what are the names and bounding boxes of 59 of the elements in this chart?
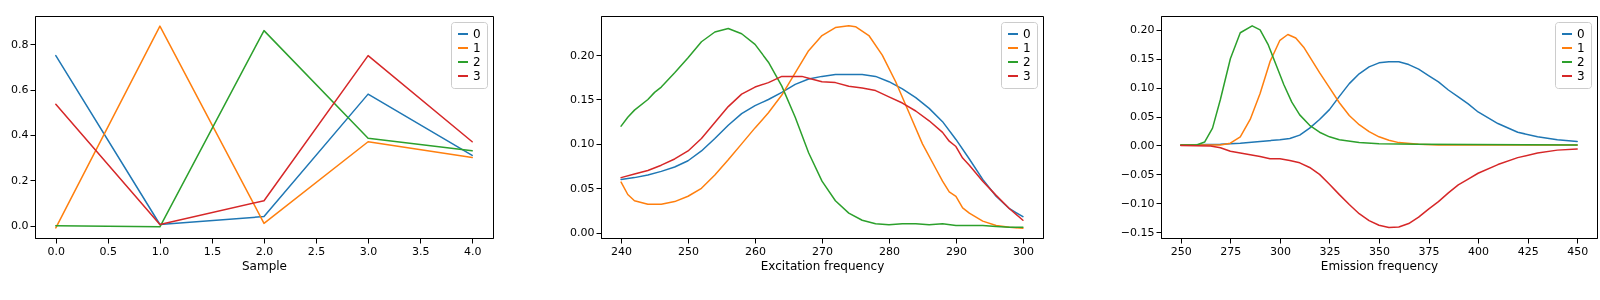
y-tick-label: 0.10 (1130, 81, 1155, 95)
x-tick-label: 300 (1269, 244, 1291, 258)
legend-label: 3 (1023, 69, 1031, 83)
legend-label: 3 (473, 69, 481, 83)
x-axis-title: Sample (242, 258, 287, 273)
y-tick-label: 0.4 (11, 128, 29, 142)
legend-label: 0 (1023, 27, 1031, 41)
x-tick-label: 1.5 (203, 244, 222, 258)
legend-label: 0 (473, 27, 481, 41)
x-tick-label: 250 (678, 244, 700, 258)
legend-label: 0 (1577, 27, 1585, 41)
x-tick-label: 2.0 (255, 244, 274, 258)
x-axis-title: Emission frequency (1320, 258, 1439, 273)
y-tick-label: 0.05 (570, 181, 595, 195)
x-tick-label: 425 (1517, 244, 1539, 258)
y-tick-label: 0.0 (11, 219, 29, 233)
y-tick-label: 0.15 (570, 92, 595, 106)
x-tick-label: 0.5 (99, 244, 118, 258)
y-tick-label: 0.00 (570, 226, 595, 240)
legend-label: 1 (473, 41, 481, 55)
legend-label: 1 (1577, 41, 1585, 55)
x-tick-label: 2.5 (307, 244, 326, 258)
x-tick-label: 290 (945, 244, 967, 258)
x-tick-label: 240 (611, 244, 633, 258)
y-tick-label: −0.15 (1120, 225, 1155, 239)
x-tick-label: 3.0 (359, 244, 378, 258)
x-tick-label: 260 (745, 244, 767, 258)
x-tick-label: 450 (1567, 244, 1589, 258)
x-tick-label: 4.0 (463, 244, 482, 258)
legend-label: 2 (1577, 55, 1585, 69)
legend-label: 1 (1023, 41, 1031, 55)
line-series (1180, 144, 1578, 229)
x-tick-label: 3.5 (411, 244, 430, 258)
x-tick-label: 0.0 (47, 244, 66, 258)
x-tick-label: 400 (1468, 244, 1490, 258)
y-tick-label: 0.00 (1130, 139, 1155, 152)
x-tick-label: 275 (1220, 244, 1242, 258)
x-tick-label: 250 (1170, 244, 1192, 258)
legend-label: 3 (1577, 69, 1585, 83)
x-tick-label: 280 (878, 244, 900, 258)
y-tick-label: 0.8 (11, 37, 29, 51)
y-tick-label: 0.05 (1130, 110, 1155, 124)
x-tick-label: 270 (812, 244, 833, 258)
y-tick-label: 0.15 (1130, 52, 1155, 66)
y-tick-label: 0.20 (1130, 23, 1155, 37)
y-tick-label: 0.10 (570, 137, 595, 151)
x-tick-label: 1.0 (151, 244, 170, 258)
x-tick-label: 300 (1012, 244, 1034, 258)
y-tick-label: 0.20 (570, 48, 595, 62)
y-tick-label: 0.2 (11, 173, 29, 187)
legend-label: 2 (1023, 55, 1031, 69)
x-tick-label: 350 (1369, 244, 1390, 258)
legend-label: 2 (473, 55, 481, 69)
x-axis-title: Excitation frequency (760, 258, 885, 273)
x-tick-label: 325 (1319, 244, 1341, 258)
y-tick-label: −0.05 (1120, 167, 1155, 181)
y-tick-label: −0.10 (1120, 196, 1155, 210)
y-tick-label: 0.6 (11, 83, 29, 97)
x-tick-label: 375 (1418, 244, 1440, 258)
